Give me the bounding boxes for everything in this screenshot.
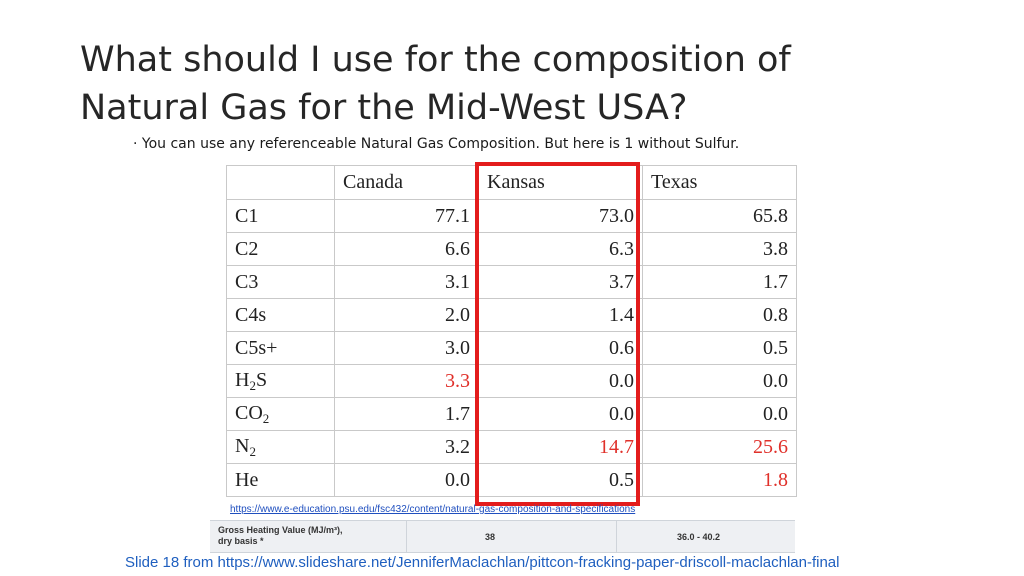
cell-kansas: 3.7 (478, 265, 643, 299)
row-label: C5s+ (226, 331, 335, 365)
cell-kansas: 0.5 (478, 463, 643, 497)
cell-texas: 3.8 (642, 232, 797, 266)
cell-kansas: 0.0 (478, 397, 643, 431)
row-label: C3 (226, 265, 335, 299)
title-line-1: What should I use for the composition of (80, 40, 791, 80)
cell-canada: 2.0 (334, 298, 479, 332)
header-kansas: Kansas (478, 165, 643, 200)
table-row: N2 3.2 14.7 25.6 (226, 430, 797, 464)
cell-kansas: 0.0 (478, 364, 643, 398)
cell-canada: 77.1 (334, 199, 479, 233)
heating-value-label: Gross Heating Value (MJ/m³), dry basis * (218, 525, 343, 546)
cell-kansas: 0.6 (478, 331, 643, 365)
cell-texas-highlight: 1.8 (642, 463, 797, 497)
header-canada: Canada (334, 165, 479, 200)
cell-canada: 3.0 (334, 331, 479, 365)
header-texas: Texas (642, 165, 797, 200)
cell-texas: 0.5 (642, 331, 797, 365)
row-label: C4s (226, 298, 335, 332)
table-row: H2S 3.3 0.0 0.0 (226, 364, 797, 398)
composition-table: Canada Kansas Texas C1 77.1 73.0 65.8 C2… (226, 165, 797, 497)
table-row: He 0.0 0.5 1.8 (226, 463, 797, 497)
cell-texas: 0.0 (642, 397, 797, 431)
cell-kansas: 73.0 (478, 199, 643, 233)
row-label: C1 (226, 199, 335, 233)
title-line-2: Natural Gas for the Mid-West USA? (80, 88, 688, 128)
slide-title: What should I use for the composition of… (80, 36, 940, 132)
table-row: CO2 1.7 0.0 0.0 (226, 397, 797, 431)
bullet-text: · You can use any referenceable Natural … (133, 136, 740, 152)
reference-link[interactable]: https://www.e-education.psu.edu/fsc432/c… (230, 504, 636, 515)
row-label: N2 (226, 430, 335, 464)
cell-canada: 6.6 (334, 232, 479, 266)
table-row: C2 6.6 6.3 3.8 (226, 232, 797, 266)
row-label: C2 (226, 232, 335, 266)
cell-texas: 65.8 (642, 199, 797, 233)
table-row: C1 77.1 73.0 65.8 (226, 199, 797, 233)
cell-canada: 3.1 (334, 265, 479, 299)
cell-texas-highlight: 25.6 (642, 430, 797, 464)
cell-kansas: 6.3 (478, 232, 643, 266)
cell-kansas-highlight: 14.7 (478, 430, 643, 464)
cell-kansas: 1.4 (478, 298, 643, 332)
table-row: C3 3.1 3.7 1.7 (226, 265, 797, 299)
heating-value-row: Gross Heating Value (MJ/m³), dry basis *… (210, 520, 795, 553)
row-label: CO2 (226, 397, 335, 431)
table-row: C4s 2.0 1.4 0.8 (226, 298, 797, 332)
cell-canada: 0.0 (334, 463, 479, 497)
row-label: He (226, 463, 335, 497)
heating-value-1: 38 (406, 521, 616, 552)
header-empty (226, 165, 335, 200)
table-header-row: Canada Kansas Texas (226, 165, 797, 200)
row-label: H2S (226, 364, 335, 398)
cell-texas: 0.8 (642, 298, 797, 332)
table-row: C5s+ 3.0 0.6 0.5 (226, 331, 797, 365)
heating-value-2: 36.0 - 40.2 (616, 521, 795, 552)
cell-canada: 3.2 (334, 430, 479, 464)
cell-canada-highlight: 3.3 (334, 364, 479, 398)
cell-texas: 1.7 (642, 265, 797, 299)
footer-source-link[interactable]: Slide 18 from https://www.slideshare.net… (125, 554, 840, 571)
cell-canada: 1.7 (334, 397, 479, 431)
cell-texas: 0.0 (642, 364, 797, 398)
